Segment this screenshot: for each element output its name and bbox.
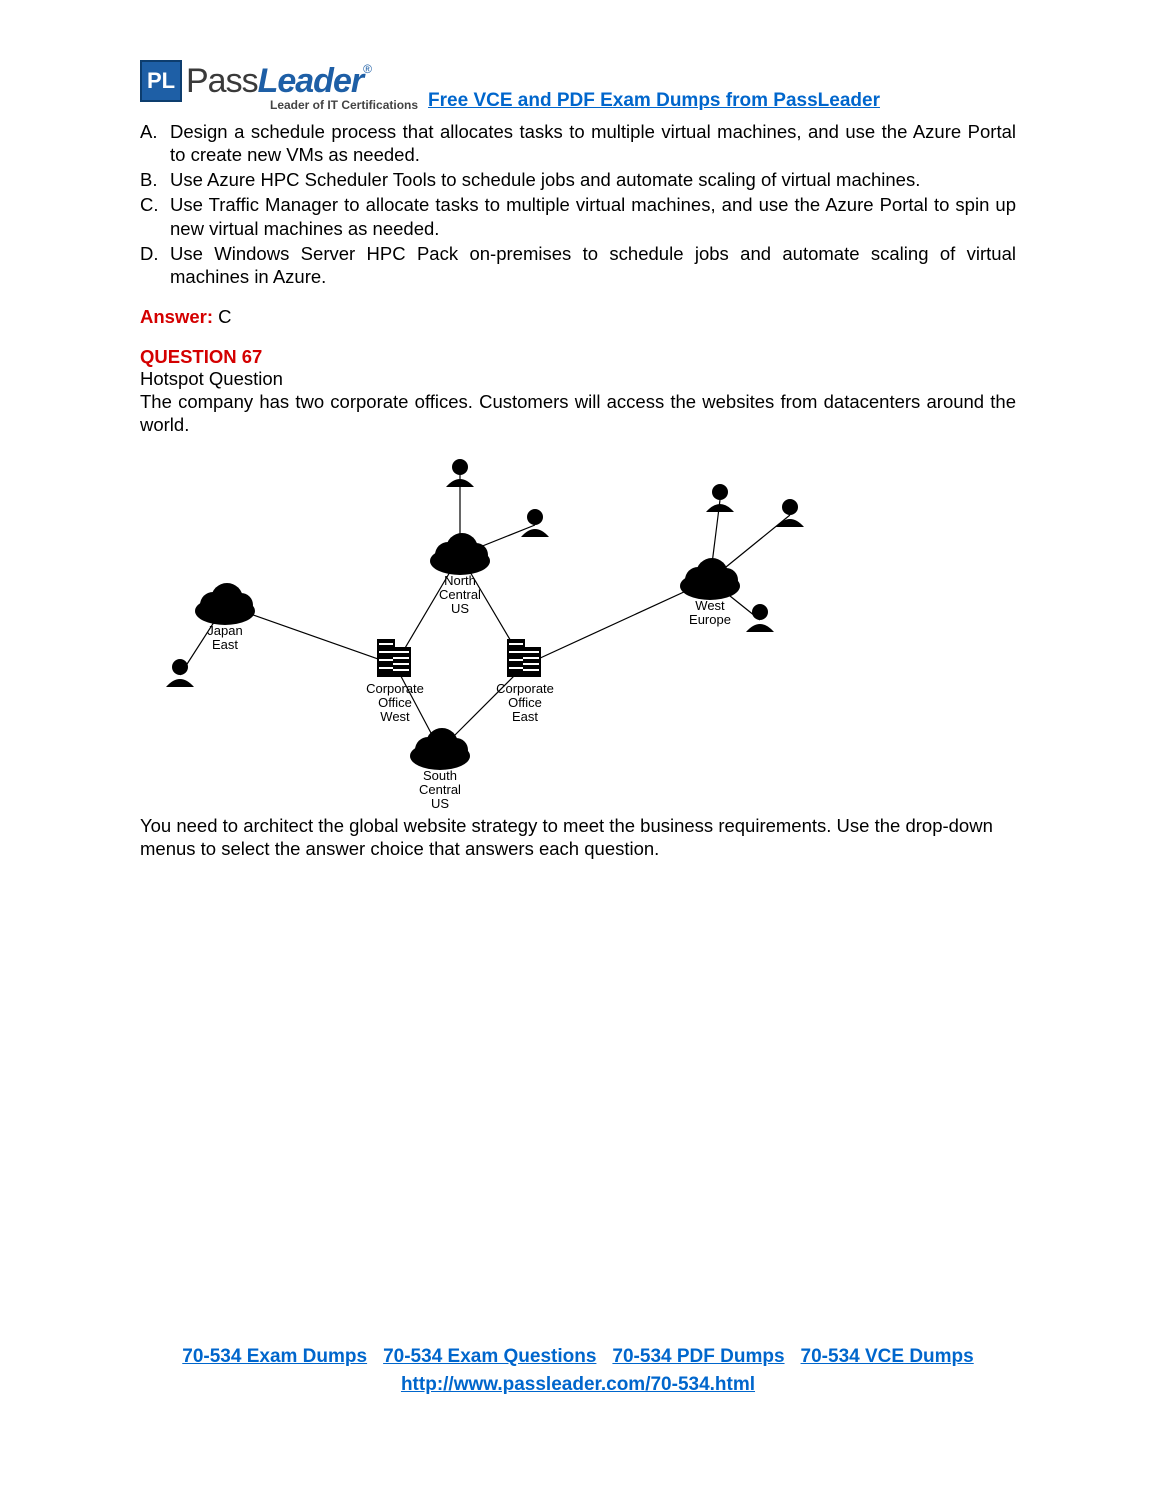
logo-word-leader: Leader (258, 62, 364, 100)
question-body: The company has two corporate offices. C… (140, 390, 1016, 436)
answer-value: C (218, 306, 231, 327)
question-number: QUESTION 67 (140, 346, 1016, 368)
svg-text:Corporate: Corporate (366, 681, 424, 696)
option-row: C.Use Traffic Manager to allocate tasks … (140, 193, 1016, 239)
answer-label: Answer: (140, 306, 218, 327)
option-row: D.Use Windows Server HPC Pack on-premise… (140, 242, 1016, 288)
logo-subtitle: Leader of IT Certifications (270, 98, 418, 112)
svg-text:West: West (380, 709, 410, 724)
svg-text:Central: Central (419, 782, 461, 797)
logo-badge: PL (140, 60, 182, 102)
answer-line: Answer: C (140, 306, 1016, 328)
svg-text:Europe: Europe (689, 612, 731, 627)
option-letter: B. (140, 168, 170, 191)
svg-text:Corporate: Corporate (496, 681, 554, 696)
svg-text:North: North (444, 573, 476, 588)
svg-text:US: US (451, 601, 469, 616)
footer-url[interactable]: http://www.passleader.com/70-534.html (401, 1374, 755, 1396)
option-text: Design a schedule process that allocates… (170, 120, 1016, 166)
footer-link[interactable]: 70-534 VCE Dumps (801, 1346, 974, 1368)
option-text: Use Windows Server HPC Pack on-premises … (170, 242, 1016, 288)
footer-link[interactable]: 70-534 PDF Dumps (612, 1346, 784, 1368)
option-row: B.Use Azure HPC Scheduler Tools to sched… (140, 168, 1016, 191)
svg-text:US: US (431, 796, 449, 810)
svg-text:Japan: Japan (207, 623, 242, 638)
header-link[interactable]: Free VCE and PDF Exam Dumps from PassLea… (428, 90, 880, 112)
question-subtype: Hotspot Question (140, 368, 1016, 390)
svg-text:East: East (512, 709, 538, 724)
network-diagram: JapanEastNorthCentralUSSouthCentralUSWes… (140, 450, 840, 810)
option-text: Use Traffic Manager to allocate tasks to… (170, 193, 1016, 239)
option-text: Use Azure HPC Scheduler Tools to schedul… (170, 168, 1016, 191)
option-letter: D. (140, 242, 170, 288)
footer-link[interactable]: 70-534 Exam Dumps (182, 1346, 367, 1368)
logo: PL PassLeader® Leader of IT Certificatio… (140, 60, 1016, 112)
option-letter: A. (140, 120, 170, 166)
option-letter: C. (140, 193, 170, 239)
logo-reg: ® (363, 62, 372, 76)
footer: 70-534 Exam Dumps 70-534 Exam Questions 70… (140, 1346, 1016, 1396)
logo-word-pass: Pass (186, 62, 258, 100)
svg-text:Office: Office (508, 695, 542, 710)
option-row: A.Design a schedule process that allocat… (140, 120, 1016, 166)
svg-text:Central: Central (439, 587, 481, 602)
svg-text:South: South (423, 768, 457, 783)
footer-link[interactable]: 70-534 Exam Questions (383, 1346, 596, 1368)
svg-text:West: West (695, 598, 725, 613)
svg-text:Office: Office (378, 695, 412, 710)
answer-options: A.Design a schedule process that allocat… (140, 120, 1016, 288)
question-instruction: You need to architect the global website… (140, 814, 1016, 860)
svg-text:East: East (212, 637, 238, 652)
